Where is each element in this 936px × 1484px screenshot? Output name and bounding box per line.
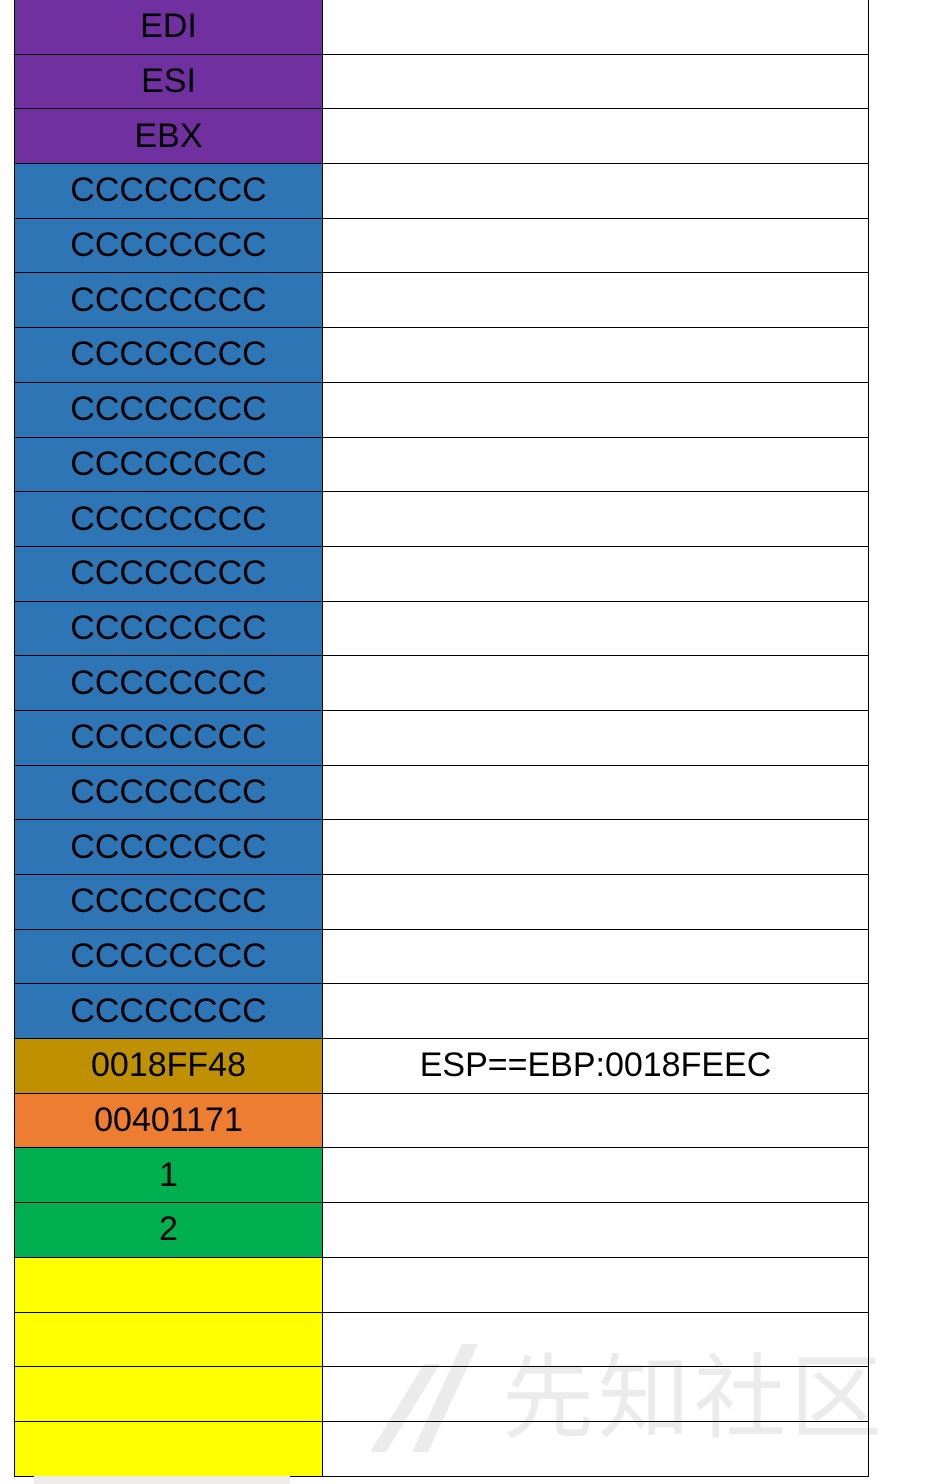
stack-row: CCCCCCCC (14, 600, 869, 657)
stack-row: CCCCCCCC (14, 819, 869, 875)
stack-cell-value: CCCCCCCC (14, 600, 323, 657)
stack-row (14, 1420, 869, 1477)
stack-cell-value (14, 1366, 323, 1422)
stack-cell-note (322, 764, 869, 821)
stack-row: CCCCCCCC (14, 655, 869, 711)
stack-cell-value: CCCCCCCC (14, 709, 323, 766)
stack-cell-value: CCCCCCCC (14, 928, 323, 985)
stack-row: CCCCCCCC (14, 381, 869, 438)
stack-cell-value: CCCCCCCC (14, 327, 323, 383)
stack-cell-value: EBX (14, 108, 323, 165)
stack-row: 1 (14, 1147, 869, 1204)
stack-cell-note (322, 874, 869, 930)
stack-row (14, 1256, 869, 1313)
stack-cell-value: ESI (14, 53, 323, 110)
stack-cell-value: CCCCCCCC (14, 874, 323, 930)
stack-cell-note (322, 108, 869, 165)
stack-cell-value: CCCCCCCC (14, 163, 323, 219)
stack-cell-value: 0018FF48 (14, 1038, 323, 1094)
stack-cell-note (322, 819, 869, 875)
stack-row: CCCCCCCC (14, 709, 869, 766)
bottom-shadow (34, 1476, 290, 1484)
stack-cell-note (322, 545, 869, 602)
stack-cell-value: CCCCCCCC (14, 436, 323, 493)
stack-row: 2 (14, 1202, 869, 1258)
stack-cell-note: ESP==EBP:0018FEEC (322, 1038, 869, 1094)
stack-cell-value (14, 1420, 323, 1477)
stack-cell-value: CCCCCCCC (14, 381, 323, 438)
stack-row: CCCCCCCC (14, 217, 869, 274)
stack-cell-note (322, 1366, 869, 1422)
stack-cell-value: CCCCCCCC (14, 491, 323, 547)
stack-row: CCCCCCCC (14, 163, 869, 219)
stack-cell-value: CCCCCCCC (14, 272, 323, 329)
stack-cell-note (322, 1092, 869, 1149)
stack-row: 00401171 (14, 1092, 869, 1149)
stack-cell-note (322, 1202, 869, 1258)
stack-cell-value (14, 1311, 323, 1368)
stack-cell-value: 2 (14, 1202, 323, 1258)
stack-row (14, 1311, 869, 1368)
stack-cell-note (322, 1420, 869, 1477)
stack-row: CCCCCCCC (14, 928, 869, 985)
stack-cell-note (322, 327, 869, 383)
stack-cell-note (322, 436, 869, 493)
stack-row: CCCCCCCC (14, 436, 869, 493)
stack-cell-note (322, 381, 869, 438)
stack-cell-value: CCCCCCCC (14, 217, 323, 274)
stack-cell-value: CCCCCCCC (14, 655, 323, 711)
stack-row: CCCCCCCC (14, 327, 869, 383)
stack-cell-value: CCCCCCCC (14, 764, 323, 821)
stack-cell-note (322, 1147, 869, 1204)
stack-row: CCCCCCCC (14, 545, 869, 602)
stack-diagram: EDI ESI EBX CCCCCCCC CCCCCCCC CCCCCCCC CCCCCCC… (14, 0, 869, 1477)
stack-row: EBX (14, 108, 869, 165)
stack-cell-note (322, 272, 869, 329)
stack-row (14, 1366, 869, 1422)
stack-cell-note (322, 709, 869, 766)
stack-cell-note (322, 1256, 869, 1313)
stack-cell-note (322, 655, 869, 711)
stack-cell-note (322, 983, 869, 1040)
stack-row: ESI (14, 53, 869, 110)
stack-row: CCCCCCCC (14, 491, 869, 547)
stack-cell-note (322, 53, 869, 110)
stack-rows: EDI ESI EBX CCCCCCCC CCCCCCCC CCCCCCCC CCCCCCC… (14, 0, 869, 1477)
stack-row: EDI (14, 0, 869, 55)
stack-row: CCCCCCCC (14, 272, 869, 329)
stack-cell-value: 1 (14, 1147, 323, 1204)
stack-row: 0018FF48 ESP==EBP:0018FEEC (14, 1038, 869, 1094)
stack-cell-value: CCCCCCCC (14, 819, 323, 875)
stack-cell-value: CCCCCCCC (14, 983, 323, 1040)
stack-row: CCCCCCCC (14, 874, 869, 930)
stack-cell-value: EDI (14, 0, 323, 55)
stack-row: CCCCCCCC (14, 764, 869, 821)
stack-cell-note (322, 600, 869, 657)
stack-row: CCCCCCCC (14, 983, 869, 1040)
stack-cell-note (322, 0, 869, 55)
stack-cell-note (322, 491, 869, 547)
stack-cell-value: 00401171 (14, 1092, 323, 1149)
stack-cell-note (322, 163, 869, 219)
stack-cell-value (14, 1256, 323, 1313)
stack-cell-note (322, 928, 869, 985)
stack-cell-note (322, 1311, 869, 1368)
stack-cell-value: CCCCCCCC (14, 545, 323, 602)
stack-cell-note (322, 217, 869, 274)
